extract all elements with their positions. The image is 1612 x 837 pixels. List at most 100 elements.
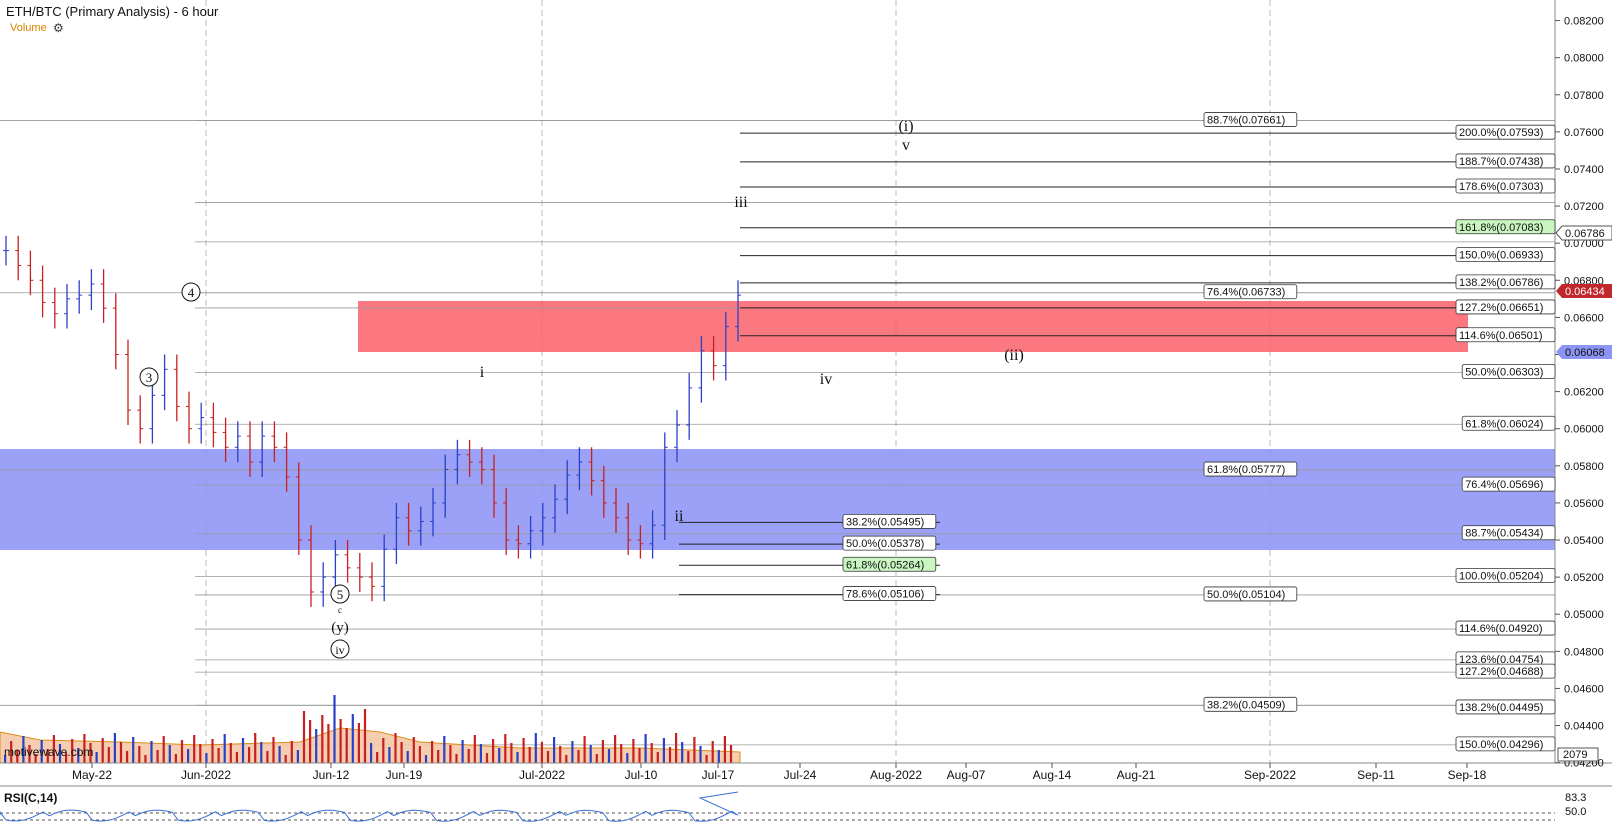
price-tick-label: 0.04400 [1564, 721, 1604, 733]
volume-bar [321, 715, 324, 763]
volume-bar [705, 755, 708, 763]
volume-bar [363, 709, 367, 763]
volume-bar [589, 745, 592, 763]
wave-labels: 3 4 5 c (y) iv i ii iii iv v (i) (ii) [139, 118, 1024, 659]
volume-bar [272, 737, 275, 763]
volume-bar [516, 752, 519, 763]
volume-bar [571, 741, 574, 763]
price-bar [271, 421, 278, 463]
time-tick-label: Jun-12 [313, 768, 350, 782]
fib-label: 76.4%(0.05696) [1465, 479, 1543, 491]
time-axis[interactable]: May-22 Jun-2022 Jun-12 Jun-19 Jul-2022 Jul-10… [72, 763, 1487, 782]
price-bar [661, 432, 668, 541]
price-bar [210, 402, 217, 448]
price-bar [417, 506, 424, 546]
volume-bar [223, 734, 226, 763]
volume-label[interactable]: Volume [10, 22, 47, 34]
time-tick-label: Sep-2022 [1244, 768, 1296, 782]
rsi-label[interactable]: RSI(C,14) [4, 791, 58, 805]
price-tick-label: 0.06200 [1564, 387, 1604, 399]
volume-bar [553, 737, 556, 763]
volume-readout: 2079 [1563, 749, 1587, 761]
time-tick-label: Jul-2022 [519, 768, 565, 782]
volume-bar [339, 719, 342, 763]
volume-bar [333, 695, 336, 763]
volume-bar [534, 733, 537, 763]
time-tick-label: Jul-10 [625, 768, 658, 782]
volume-bar [345, 728, 348, 763]
wave-5-circle [330, 584, 350, 604]
rsi-value-top: 83.3 [1565, 792, 1586, 804]
volume-bar [187, 749, 190, 763]
price-tick-label: 0.05600 [1564, 498, 1604, 510]
volume-bar [77, 748, 80, 763]
price-bar [442, 454, 449, 518]
volume-bar [607, 749, 611, 763]
fib-label: 88.7%(0.05434) [1465, 528, 1543, 540]
volume-bar [144, 755, 147, 763]
fib-label: 114.6%(0.06501) [1459, 330, 1543, 342]
time-tick-label: Jun-19 [386, 768, 423, 782]
price-bar [198, 402, 205, 444]
wave-paren-i-label: (i) [898, 118, 913, 135]
volume-bar [431, 741, 434, 763]
price-bar [173, 354, 180, 422]
resistance-zone [358, 301, 1468, 352]
price-tick-label: 0.05000 [1564, 609, 1604, 621]
volume-bar [327, 724, 330, 763]
fib-label: 100.0%(0.05204) [1459, 570, 1543, 582]
volume-bar [382, 738, 385, 763]
price-bar [588, 447, 595, 496]
volume-bar [412, 737, 415, 763]
price-bar [234, 421, 241, 463]
price-bar [332, 540, 339, 592]
volume-bar [443, 736, 446, 763]
price-tick-label: 0.07600 [1564, 127, 1604, 139]
volume-bar [406, 751, 409, 763]
price-tick-label: 0.08200 [1564, 16, 1604, 28]
volume-bar [34, 754, 37, 763]
volume-bar [583, 736, 586, 763]
volume-bar [174, 754, 177, 763]
volume-bar [644, 734, 647, 763]
price-bar [125, 339, 131, 425]
price-bar [527, 515, 534, 559]
volume-bar [638, 748, 641, 763]
wave-5-label: 5 [337, 587, 344, 602]
volume-bar [266, 751, 269, 763]
price-bar [137, 395, 144, 444]
price-axis[interactable]: 0.08200 0.08000 0.07800 0.07600 0.07400 0.072… [1555, 16, 1604, 770]
price-bar [613, 488, 619, 533]
wave-iii-label: iii [734, 194, 748, 211]
volume-bar [83, 734, 86, 763]
volume-bar [217, 748, 220, 763]
price-bar [637, 525, 644, 559]
price-tick-label: 0.06000 [1564, 424, 1604, 436]
volume-bar [193, 735, 196, 763]
price-tick-label: 0.07200 [1564, 201, 1604, 213]
price-tick-label: 0.07800 [1564, 90, 1604, 102]
price-bar [503, 488, 510, 555]
gear-icon[interactable]: ⚙ [53, 21, 64, 35]
fib-lines [0, 120, 1555, 746]
wave-c-label: c [338, 605, 342, 615]
price-bar [344, 540, 351, 583]
time-tick-label: Jul-17 [702, 768, 735, 782]
fib-label: 138.2%(0.04495) [1459, 702, 1543, 714]
price-bar [15, 235, 22, 281]
fib-label: 50.0%(0.05104) [1207, 589, 1285, 601]
price-bar [600, 465, 607, 518]
chart-title: ETH/BTC (Primary Analysis) - 6 hour [6, 4, 219, 19]
wave-iv-circle-label: iv [335, 643, 344, 657]
volume-bar [504, 734, 507, 763]
volume-bar [101, 738, 104, 763]
volume-bar [662, 738, 665, 763]
volume-bar [711, 741, 714, 763]
rsi-value-marker: 83.3 50.0 [1565, 792, 1586, 818]
volume-bar [22, 736, 25, 763]
volume-bar [559, 746, 562, 763]
volume-bar [119, 742, 123, 763]
volume-bar [278, 746, 281, 763]
volume-bar [254, 733, 257, 763]
